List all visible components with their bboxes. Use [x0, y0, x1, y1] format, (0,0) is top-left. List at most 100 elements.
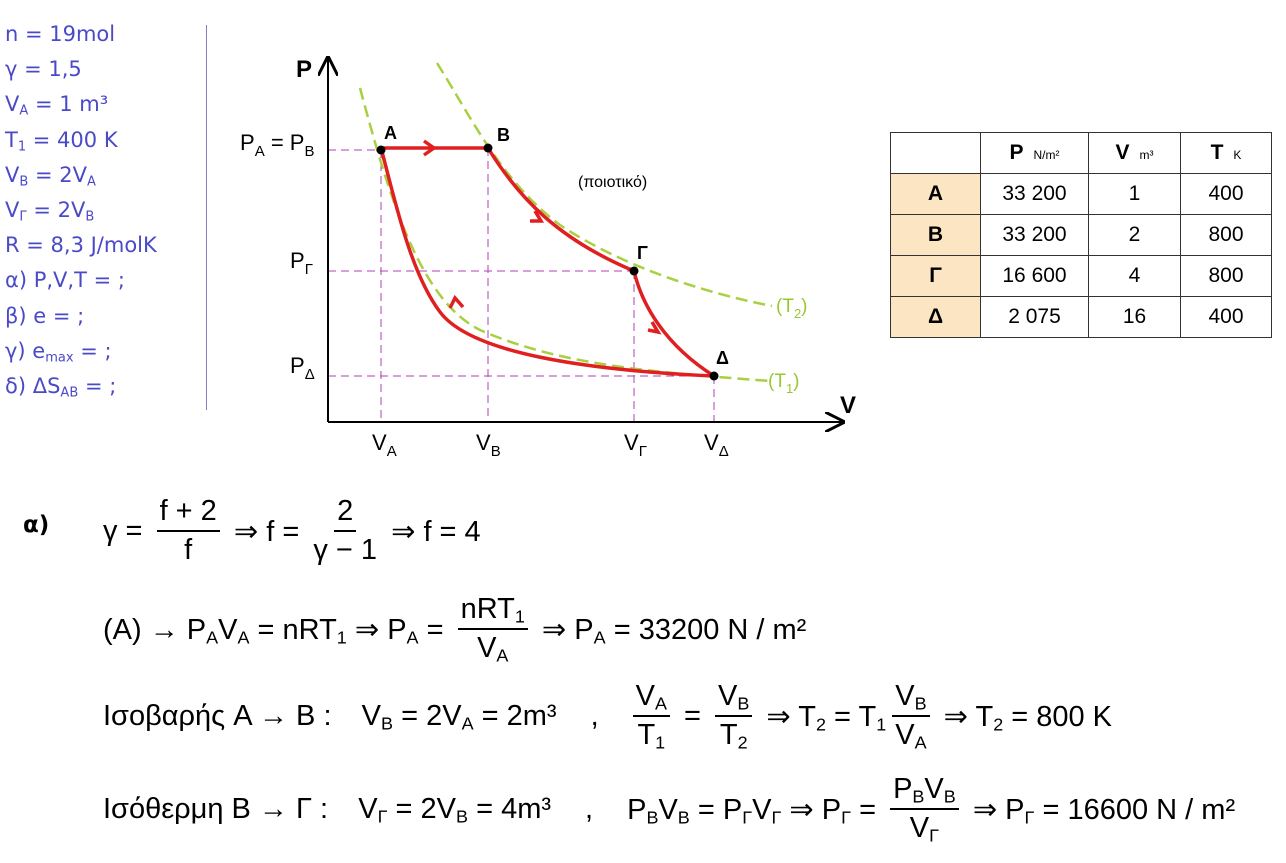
subscript: A — [593, 626, 606, 647]
expression: γ = — [103, 515, 151, 548]
text: = nRT — [249, 613, 337, 646]
text: = 400 K — [26, 127, 118, 152]
value-cell: 2 075 — [980, 296, 1089, 338]
corner-cell — [890, 132, 981, 174]
section-label: α) — [23, 512, 50, 538]
text: V — [372, 430, 387, 455]
subscript: A — [19, 103, 29, 119]
text: V — [476, 430, 491, 455]
text: V — [337, 699, 382, 732]
subscript: A — [406, 626, 419, 647]
value-cell: 400 — [1180, 173, 1272, 215]
subscript: Γ — [929, 825, 940, 846]
subscript: B — [737, 693, 750, 714]
subscript: A — [87, 174, 96, 190]
equation: (A) → PAVA = nRT1 ⇒ PA = nRT1 VA ⇒ PA = 3… — [103, 593, 806, 665]
table-row: B 33 200 2 800 — [890, 214, 1272, 256]
numerator: nRT1 — [457, 593, 528, 630]
value-cell: 400 — [1180, 296, 1272, 338]
subscript: 1 — [514, 606, 525, 627]
state-cell: A — [890, 173, 981, 215]
text: = — [851, 793, 885, 826]
separator — [206, 25, 207, 410]
subscript: Γ — [305, 261, 313, 278]
text: V — [334, 792, 378, 825]
value-cell: 16 600 — [980, 255, 1089, 297]
subscript: Γ — [1024, 806, 1035, 827]
column-name: P — [1009, 141, 1024, 164]
label: VB — [476, 430, 501, 460]
given-line: T1 = 400 K — [5, 123, 157, 158]
subscript: A — [255, 143, 265, 160]
denominator: VA — [895, 717, 926, 752]
text: ⇒ P — [533, 613, 594, 646]
subscript: B — [19, 174, 29, 190]
text: = 2V — [26, 198, 86, 223]
point-label: B — [497, 125, 510, 145]
subscript: B — [85, 209, 95, 225]
text: = 4m³ — [468, 792, 552, 825]
text: , — [590, 699, 599, 732]
subscript: Γ — [377, 805, 388, 826]
text: = 2V — [28, 162, 87, 187]
numerator: PBVB — [890, 773, 959, 810]
expression: (A) → PAVA = nRT1 ⇒ PA = — [103, 612, 452, 647]
text: V — [624, 430, 639, 455]
text: ⇒ P — [964, 793, 1025, 826]
label: PΔ — [290, 353, 315, 383]
subscript: Γ — [841, 806, 852, 827]
subscript: 1 — [876, 713, 887, 734]
subscript: A — [654, 693, 667, 714]
expression: , — [585, 793, 593, 826]
table-row: A 33 200 1 400 — [890, 173, 1272, 215]
text: = 2m³ — [473, 699, 557, 732]
point-label: Γ — [637, 243, 648, 263]
text: , — [585, 792, 594, 825]
text: f + 2 — [159, 495, 217, 527]
given-line: VΓ = 2VB — [5, 193, 157, 228]
value-cell: 2 — [1088, 214, 1181, 256]
note: (ποιοτικό) — [578, 174, 647, 191]
equation: γ = f + 2 f ⇒ f = 2 γ − 1 ⇒ f = 4 — [103, 495, 481, 567]
subscript: Γ — [771, 806, 782, 827]
text: ⇒ f = 4 — [383, 515, 481, 548]
given-line: VA = 1 m³ — [5, 87, 157, 122]
equation: Ισοβαρής A → B : VB = 2VA = 2m³, VA T1 = V… — [103, 680, 1112, 752]
numerator: f + 2 — [156, 495, 220, 532]
subscript: A — [237, 626, 250, 647]
state-points — [376, 143, 719, 381]
subscript: 2 — [993, 713, 1004, 734]
expression: ⇒ PA = 33200 N / m² — [534, 612, 806, 647]
expression: Ισόθερμη B → Γ : — [103, 793, 328, 826]
subscript: B — [304, 143, 314, 160]
expression: ⇒ T2 = T1 — [758, 699, 886, 734]
text: = — [418, 613, 452, 646]
text: R = 8,3 J/molK — [5, 233, 157, 258]
subscript: 2 — [737, 732, 748, 753]
given-line: γ) emax = ; — [5, 334, 157, 369]
numerator: 2 — [334, 495, 357, 532]
givens: n = 19mol γ = 1,5 VA = 1 m³ T1 = 400 K VB = … — [5, 17, 157, 404]
text: P — [290, 353, 305, 378]
label: PΓ — [290, 248, 313, 278]
expression: VB = 2VA = 2m³ — [338, 700, 557, 733]
text: V — [218, 613, 238, 646]
subscript: A — [461, 712, 474, 733]
text: = 2V — [393, 699, 462, 732]
text: ⇒ P — [346, 613, 407, 646]
text: V — [477, 632, 497, 664]
subscript: B — [381, 712, 394, 733]
label: VΓ — [624, 430, 647, 460]
fraction: nRT1 VA — [457, 593, 528, 665]
text: V — [895, 719, 915, 751]
text: β) e = ; — [5, 303, 85, 328]
axis-label: V — [840, 392, 856, 419]
table-row: Γ 16 600 4 800 — [890, 255, 1272, 297]
fraction: VB T2 — [715, 680, 753, 753]
text: = T — [825, 700, 877, 733]
column-name: T — [1210, 141, 1224, 164]
numerator: VA — [632, 680, 670, 717]
